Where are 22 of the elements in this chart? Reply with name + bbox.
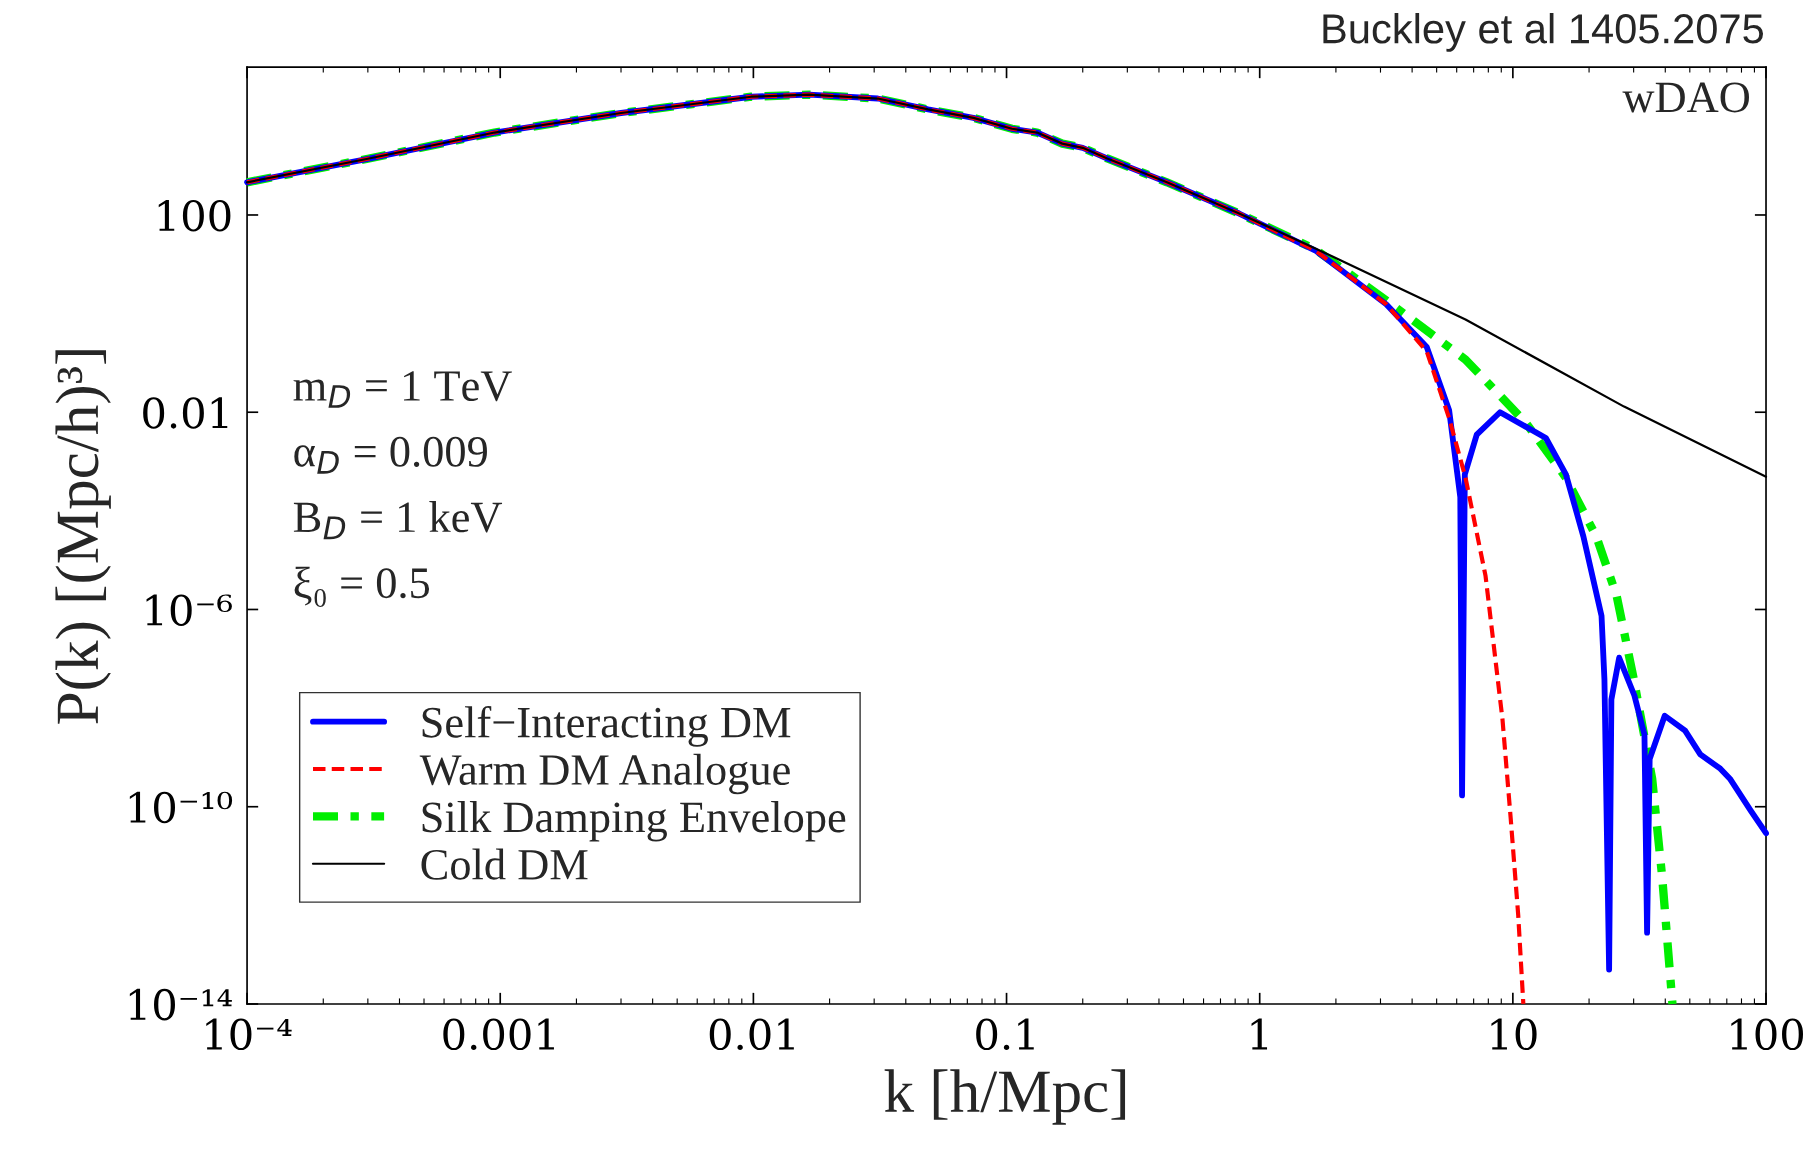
y-tick-label: 0.01 — [143, 397, 228, 429]
y-tick-label: 10⁻¹⁰ — [129, 791, 233, 824]
x-axis-title: k [h/Mpc] — [884, 1069, 1126, 1125]
x-tick-label: 0.1 — [976, 1018, 1034, 1051]
annotation: ξ₀ = 0.5 — [294, 566, 430, 607]
y-tick-label: 100 — [158, 199, 231, 232]
y-axis-title: P(k) [(Mpc/h)³] — [55, 350, 111, 724]
text: Buckley et al 1405.2075 — [1323, 13, 1764, 52]
x-tick-label: 0.001 — [443, 1018, 554, 1051]
annotation: B$_{D}$ = 1 keV — [293, 501, 503, 540]
legend-label: Self−Interacting DM — [422, 705, 791, 747]
annotation: wDAO — [1622, 82, 1749, 113]
annotation: m$_{D}$ = 1 TeV — [293, 371, 512, 408]
annotation: α$_{D}$ = 0.009 — [294, 436, 487, 474]
x-tick-label: 100 — [1731, 1018, 1804, 1051]
legend-label: Warm DM Analogue — [419, 753, 790, 795]
x-tick-label: 1 — [1251, 1018, 1268, 1050]
legend-label: Cold DM — [421, 848, 588, 880]
legend-label: Silk Damping Envelope — [422, 801, 846, 842]
y-tick-label: 10⁻⁶ — [146, 594, 232, 626]
x-tick-label: 10 — [1491, 1018, 1537, 1051]
x-tick-label: 0.01 — [709, 1018, 794, 1051]
